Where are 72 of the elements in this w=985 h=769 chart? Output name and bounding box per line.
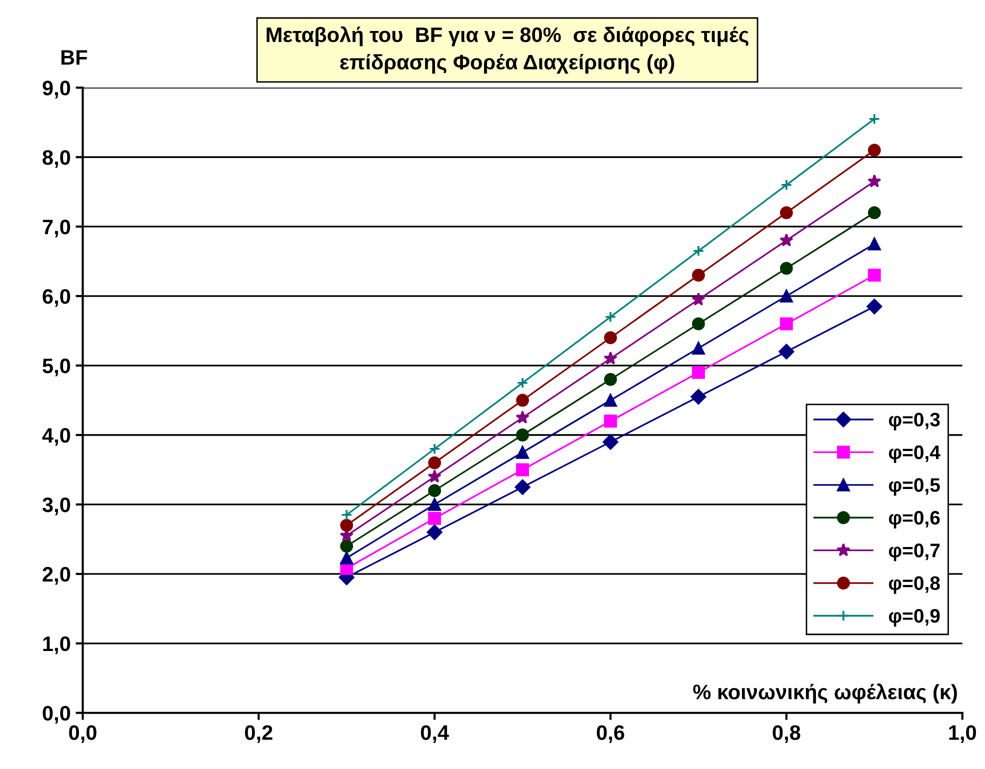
x-tick-label: 0,6 (596, 725, 624, 743)
point (692, 268, 705, 282)
point (516, 463, 530, 476)
legend-label: φ=0,7 (888, 544, 940, 562)
x-tick-label: 0,8 (772, 725, 800, 743)
legend-label: φ=0,3 (888, 412, 940, 430)
legend-label: φ=0,6 (888, 510, 940, 528)
point (692, 245, 704, 257)
y-tick-label: 6,0 (42, 289, 70, 307)
point (340, 551, 354, 564)
point (690, 389, 706, 405)
point (340, 518, 354, 532)
point (428, 443, 440, 455)
point (780, 206, 793, 220)
point (514, 479, 530, 495)
x-tick-label: 0,0 (69, 725, 96, 743)
point (604, 372, 617, 386)
point (692, 292, 706, 306)
point (780, 233, 794, 246)
point (780, 317, 793, 330)
point (604, 331, 617, 344)
point (426, 524, 442, 540)
point (604, 394, 617, 407)
y-tick-label: 4,0 (42, 428, 70, 446)
y-tick-label: 2,0 (42, 566, 70, 585)
point (780, 290, 793, 303)
point (868, 174, 882, 188)
point (428, 456, 442, 470)
point (428, 498, 442, 511)
point (868, 238, 881, 250)
point (428, 470, 442, 483)
point (516, 446, 530, 459)
x-tick-label: 1,0 (949, 725, 976, 743)
y-tick-label: 0,0 (42, 706, 70, 724)
point (428, 512, 442, 525)
legend-label: φ=0,9 (888, 608, 940, 627)
point (340, 509, 352, 521)
point (780, 179, 792, 191)
point (604, 414, 617, 428)
point (516, 377, 528, 389)
y-tick-label: 3,0 (42, 497, 70, 516)
point (428, 484, 442, 498)
point (604, 311, 616, 323)
point (866, 298, 882, 314)
point (516, 394, 530, 407)
point (778, 344, 794, 360)
y-tick-label: 5,0 (42, 358, 70, 376)
point (868, 144, 881, 157)
y-tick-label: 8,0 (42, 150, 70, 168)
point (516, 410, 530, 424)
x-tick-label: 0,4 (420, 725, 449, 743)
chart-title: Μεταβολή του BF για ν = 80% σε διάφορες τιμές επίδρασης Φορέα Διαχείρισης (φ) (266, 26, 748, 74)
point (340, 540, 354, 553)
legend-label: φ=0,4 (888, 445, 940, 464)
point (780, 262, 793, 275)
point (604, 351, 618, 365)
y-tick-label: 9,0 (42, 80, 70, 98)
point (692, 366, 705, 379)
x-axis-title: % κοινωνικής ωφέλειας (κ) (693, 684, 957, 704)
legend-label: φ=0,8 (888, 576, 940, 594)
y-tick-label: 7,0 (42, 220, 70, 238)
point (602, 434, 618, 450)
point (516, 428, 530, 442)
y-tick-label: 1,0 (43, 636, 70, 654)
point (692, 317, 705, 330)
x-tick-label: 0,2 (245, 725, 272, 743)
legend-label: φ=0,5 (888, 478, 940, 496)
point (868, 113, 880, 125)
point (692, 342, 705, 355)
point (868, 268, 881, 282)
y-axis-title: BF (61, 50, 88, 65)
point (868, 206, 881, 220)
